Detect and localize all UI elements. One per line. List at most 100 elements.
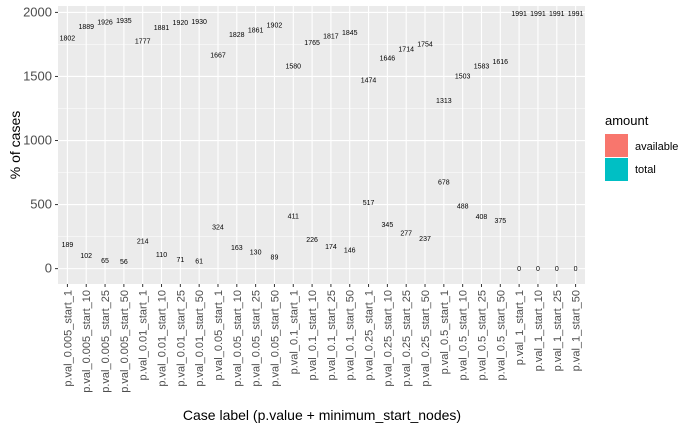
- data-label-total: 61: [195, 258, 203, 265]
- data-label-available: 1754: [417, 41, 433, 48]
- data-label-available: 1714: [398, 47, 414, 54]
- data-label-total: 102: [80, 253, 92, 260]
- x-tick-label: p.val_0.1_start_25: [326, 290, 338, 381]
- x-tick-label: p.val_0.1_start_50: [345, 290, 357, 381]
- legend-label-total: total: [635, 164, 656, 176]
- y-tick-label: 2000: [23, 4, 52, 19]
- x-tick-label: p.val_1_start_25: [552, 290, 564, 371]
- x-tick-label: p.val_0.005_start_10: [81, 290, 93, 393]
- x-tick-label: p.val_0.1_start_1: [288, 290, 300, 374]
- data-label-available: 1881: [154, 25, 170, 32]
- x-tick-label: p.val_0.5_start_1: [439, 290, 451, 374]
- data-label-available: 1991: [530, 11, 546, 18]
- x-tick-label: p.val_0.01_start_1: [138, 290, 150, 381]
- data-label-total: 277: [400, 231, 412, 238]
- data-label-total: 517: [363, 200, 375, 207]
- data-label-available: 1828: [229, 32, 245, 39]
- data-label-available: 1926: [97, 19, 113, 26]
- data-label-total: 146: [344, 247, 356, 254]
- x-tick-label: p.val_0.1_start_10: [307, 290, 319, 381]
- data-label-total: 0: [517, 266, 521, 273]
- grid: [58, 6, 585, 284]
- x-tick-label: p.val_0.5_start_50: [495, 290, 507, 381]
- legend-title: amount: [605, 113, 649, 128]
- x-tick-label: p.val_0.25_start_50: [420, 290, 432, 387]
- data-label-total: 324: [212, 225, 224, 232]
- legend: amount available total: [605, 113, 678, 181]
- data-label-available: 1920: [173, 20, 189, 27]
- x-tick-label: p.val_0.25_start_10: [382, 290, 394, 387]
- x-tick-label: p.val_0.005_start_25: [100, 290, 112, 393]
- y-tick-label: 500: [30, 197, 52, 212]
- data-label-available: 1667: [210, 53, 226, 60]
- data-label-total: 189: [62, 242, 74, 249]
- x-tick-label: p.val_0.005_start_50: [119, 290, 131, 393]
- plot-panel: [58, 6, 585, 284]
- data-label-available: 1889: [78, 24, 94, 31]
- data-label-total: 226: [306, 237, 318, 244]
- x-tick-label: p.val_0.25_start_25: [401, 290, 413, 387]
- x-tick-label: p.val_1_start_10: [533, 290, 545, 371]
- data-label-total: 65: [101, 258, 109, 265]
- data-label-available: 1861: [248, 28, 264, 35]
- data-label-total: 375: [494, 218, 506, 225]
- data-label-available: 1313: [436, 98, 452, 105]
- data-label-total: 163: [231, 245, 243, 252]
- x-tick-label: p.val_0.01_start_25: [175, 290, 187, 387]
- data-label-available: 1991: [511, 11, 527, 18]
- data-label-total: 345: [382, 222, 394, 229]
- data-label-available: 1802: [60, 35, 76, 42]
- data-label-available: 1817: [323, 33, 339, 40]
- y-tick-label: 1000: [23, 133, 52, 148]
- x-tick-label: p.val_0.5_start_10: [458, 290, 470, 381]
- data-label-available: 1991: [549, 11, 565, 18]
- data-label-total: 110: [156, 252, 167, 259]
- data-label-available: 1930: [191, 19, 207, 26]
- data-label-total: 0: [555, 266, 559, 273]
- data-label-total: 488: [457, 204, 469, 211]
- x-tick-label: p.val_0.005_start_1: [62, 290, 74, 387]
- data-label-available: 1616: [493, 59, 509, 66]
- x-tick-label: p.val_0.05_start_10: [232, 290, 244, 387]
- data-label-total: 71: [176, 257, 184, 264]
- data-label-total: 237: [419, 236, 431, 243]
- legend-key-total: [605, 158, 628, 181]
- data-label-available: 1902: [267, 22, 283, 29]
- data-label-available: 1583: [474, 63, 490, 70]
- data-label-available: 1845: [342, 30, 358, 37]
- data-label-total: 0: [536, 266, 540, 273]
- x-tick-label: p.val_1_start_50: [571, 290, 583, 371]
- legend-key-available: [605, 134, 628, 157]
- data-label-available: 1580: [285, 64, 301, 71]
- data-label-available: 1991: [568, 11, 584, 18]
- data-label-available: 1935: [116, 18, 132, 25]
- data-label-total: 130: [250, 249, 262, 256]
- data-label-total: 0: [574, 266, 578, 273]
- data-label-total: 678: [438, 179, 450, 186]
- data-label-total: 408: [476, 214, 488, 221]
- data-label-available: 1474: [361, 77, 377, 84]
- x-tick-label: p.val_0.01_start_50: [194, 290, 206, 387]
- data-label-total: 214: [137, 239, 149, 246]
- x-tick-label: p.val_0.05_start_1: [213, 290, 225, 381]
- data-label-available: 1503: [455, 74, 471, 81]
- data-label-total: 411: [288, 213, 299, 220]
- data-label-total: 174: [325, 244, 337, 251]
- x-tick-label: p.val_0.5_start_25: [476, 290, 488, 381]
- y-tick-label: 0: [45, 261, 52, 276]
- y-axis: 0 500 1000 1500 2000: [23, 4, 58, 276]
- data-label-total: 56: [120, 259, 128, 266]
- x-tick-label: p.val_0.05_start_50: [269, 290, 281, 387]
- y-axis-title: % of cases: [7, 111, 23, 179]
- data-label-available: 1646: [380, 55, 396, 62]
- data-label-available: 1765: [304, 40, 320, 47]
- x-tick-label: p.val_0.01_start_10: [157, 290, 169, 387]
- x-tick-label: p.val_0.05_start_25: [251, 290, 263, 387]
- x-axis-title: Case label (p.value + minimum_start_node…: [183, 407, 461, 423]
- data-label-available: 1777: [135, 38, 151, 45]
- x-tick-label: p.val_1_start_1: [514, 290, 526, 365]
- data-label-total: 89: [271, 255, 279, 262]
- x-tick-label: p.val_0.25_start_1: [364, 290, 376, 381]
